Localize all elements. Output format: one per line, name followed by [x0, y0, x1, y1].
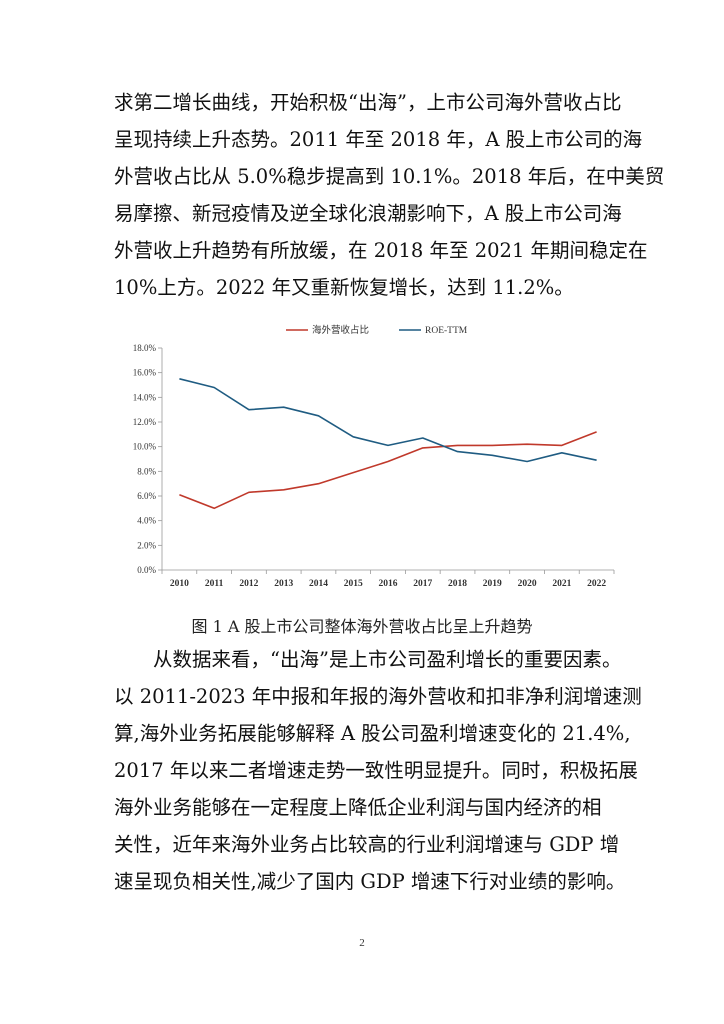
legend-label: 海外营收占比 [312, 324, 369, 336]
x-tick-label: 2022 [587, 579, 606, 589]
x-tick-label: 2013 [274, 579, 293, 589]
x-tick-label: 2020 [518, 579, 537, 589]
legend-label: ROE-TTM [425, 326, 468, 336]
y-tick-label: 14.0% [133, 392, 157, 402]
x-tick-label: 2016 [379, 579, 398, 589]
x-tick-label: 2014 [309, 579, 328, 589]
text-line: 以 2011-2023 年中报和年报的海外营收和扣非净利润增速测 [114, 685, 642, 708]
text-line: 算,海外业务拓展能够解释 A 股公司盈利增速变化的 21.4%, [114, 722, 631, 745]
x-tick-label: 2017 [413, 579, 432, 589]
y-tick-label: 6.0% [137, 491, 156, 501]
series-line-overseas-revenue [179, 431, 597, 510]
text-line: 外营收占比从 5.0%稳步提高到 10.1%。2018 年后，在中美贸 [114, 165, 665, 188]
paragraph-1: 求第二增长曲线，开始积极“出海”，上市公司海外营收占比 呈现持续上升态势。201… [114, 84, 665, 306]
text-line: 从数据来看，“出海”是上市公司盈利增长的重要因素。 [153, 648, 622, 671]
text-line: 关性，近年来海外业务占比较高的行业利润增速与 GDP 增 [114, 833, 620, 856]
text-line: 呈现持续上升态势。2011 年至 2018 年，A 股上市公司的海 [114, 128, 643, 151]
series-line-roe-ttm [179, 378, 597, 463]
page-number: 2 [359, 937, 365, 949]
x-tick-label: 2011 [205, 579, 224, 589]
y-tick-label: 4.0% [137, 516, 156, 526]
x-tick-label: 2021 [552, 579, 571, 589]
text-line: 速呈现负相关性,减少了国内 GDP 增速下行对业绩的影响。 [114, 870, 626, 893]
y-tick-label: 12.0% [133, 417, 157, 427]
text-line: 求第二增长曲线，开始积极“出海”，上市公司海外营收占比 [114, 91, 622, 114]
x-tick-label: 2015 [344, 579, 363, 589]
y-tick-label: 2.0% [137, 540, 156, 550]
text-line: 海外业务能够在一定程度上降低企业利润与国内经济的相 [114, 796, 602, 819]
y-tick-label: 10.0% [133, 442, 157, 452]
text-line: 外营收上升趋势有所放缓，在 2018 年至 2021 年期间稳定在 [114, 239, 648, 262]
x-tick-label: 2012 [239, 579, 258, 589]
y-tick-label: 16.0% [133, 368, 157, 378]
x-tick-label: 2010 [170, 579, 189, 589]
y-tick-label: 0.0% [137, 565, 156, 575]
text-line: 易摩擦、新冠疫情及逆全球化浪潮影响下，A 股上市公司海 [114, 202, 622, 225]
text-line: 2017 年以来二者增速走势一致性明显提升。同时，积极拓展 [114, 759, 638, 782]
y-tick-label: 18.0% [133, 343, 157, 353]
figure-caption: 图 1 A 股上市公司整体海外营收占比呈上升趋势 [191, 617, 533, 636]
line-chart: 0.0% 2.0% 4.0% 6.0% 8.0% 10.0% 12.0% 14.0% 16.0%… [133, 324, 615, 589]
text-line: 10%上方。2022 年又重新恢复增长，达到 11.2%。 [114, 276, 574, 299]
y-tick-label: 8.0% [137, 466, 156, 476]
x-tick-label: 2018 [448, 579, 467, 589]
paragraph-2: 从数据来看，“出海”是上市公司盈利增长的重要因素。 以 2011-2023 年中… [114, 641, 642, 900]
x-tick-label: 2019 [483, 579, 502, 589]
